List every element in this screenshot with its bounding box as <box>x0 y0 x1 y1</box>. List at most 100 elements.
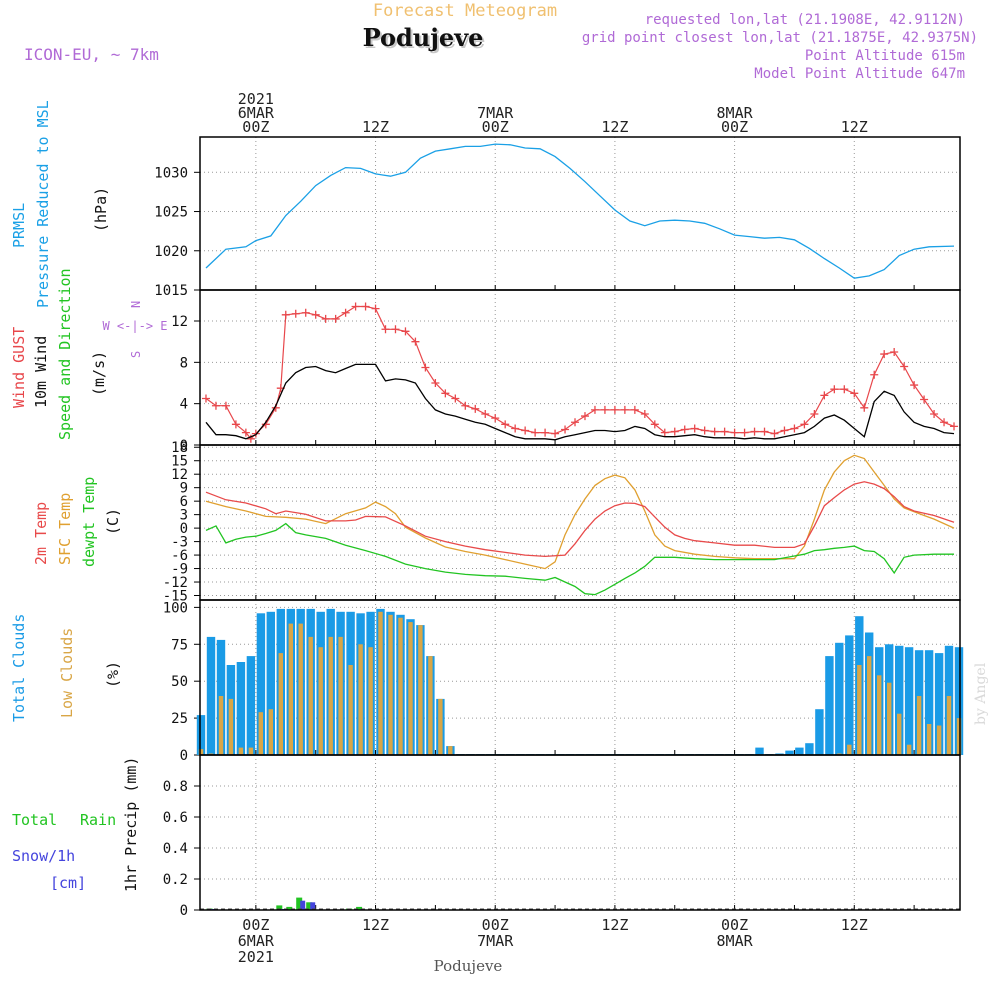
low-cloud-bar <box>936 725 942 755</box>
y-tick-label: 3 <box>180 508 188 524</box>
total-cloud-bar <box>795 747 804 755</box>
wind-gust-label: Wind GUST <box>10 327 28 408</box>
gust-marker <box>501 420 510 429</box>
gust-marker <box>541 428 550 437</box>
gust-marker <box>760 427 769 436</box>
gust-marker <box>730 428 739 437</box>
gust-marker <box>600 405 609 414</box>
low-cloud-bar <box>926 724 932 755</box>
top-time-label: 7MAR <box>477 104 514 122</box>
gust-marker <box>690 424 699 433</box>
y-tick-label: 1020 <box>154 244 188 260</box>
meteogram-subtitle: Forecast Meteogram <box>373 1 557 21</box>
total-cloud-bar <box>815 709 824 755</box>
pressure-line <box>205 143 955 279</box>
rain-bar <box>306 902 313 911</box>
wind-speed-line <box>205 363 955 441</box>
gust-marker <box>700 426 709 435</box>
low-cloud-bar <box>228 698 234 755</box>
y-tick-label: 0 <box>180 521 188 537</box>
gust-marker <box>630 405 639 414</box>
low-cloud-bar <box>906 744 912 755</box>
total-cloud-bar <box>266 611 275 755</box>
wind-panel: 0 4 8 12 <box>171 289 961 454</box>
gust-marker <box>431 379 440 387</box>
total-cloud-bar <box>785 750 794 755</box>
y-tick-label: 1015 <box>154 283 188 299</box>
gust-marker <box>670 427 679 436</box>
y-tick-label: 0 <box>180 438 188 454</box>
y-tick-label: 50 <box>171 674 188 690</box>
y-tick-label: 8 <box>180 355 188 371</box>
low-cloud-bar <box>198 749 204 755</box>
gust-marker <box>491 414 500 423</box>
total-cloud-bar <box>845 635 854 755</box>
gust-marker <box>660 428 669 437</box>
precip-panel: 0 0.2 0.4 0.6 0.8 <box>163 754 961 919</box>
gust-marker <box>331 314 340 323</box>
low-cloud-bar <box>916 696 922 755</box>
low-cloud-bar <box>388 614 393 755</box>
bottom-time-label: 00Z <box>242 916 269 934</box>
gust-marker <box>551 429 560 438</box>
gust-marker <box>391 325 400 334</box>
gust-marker <box>521 426 530 435</box>
low-cloud-bar <box>946 696 952 755</box>
gust-marker <box>401 327 410 336</box>
bottom-time-label: 2021 <box>238 948 274 966</box>
low-cloud-bar <box>956 718 962 755</box>
total-cloud-bar <box>206 636 216 755</box>
gust-marker <box>800 420 809 429</box>
gust-marker <box>790 424 799 433</box>
gust-marker <box>910 381 919 390</box>
gust-marker <box>441 389 450 398</box>
y-tick-label: 0.4 <box>163 841 188 857</box>
gust-marker <box>371 304 380 313</box>
temp-frame <box>199 444 961 601</box>
low-cloud-bar <box>897 713 902 755</box>
total-cloud-bar <box>755 747 764 755</box>
gust-marker <box>580 412 589 421</box>
low-cloud-bar <box>857 665 862 755</box>
y-tick-label: -3 <box>171 535 188 551</box>
gust-marker <box>880 350 889 359</box>
temp-2m-label: 2m Temp <box>32 502 50 565</box>
low-cloud-bar <box>268 709 273 755</box>
bottom-time-label: 12Z <box>601 916 628 934</box>
compass-west-east: W <-|-> E <box>102 319 167 333</box>
compass-legend: N W <-|-> E S <box>102 301 167 358</box>
y-tick-label: 0 <box>180 903 188 919</box>
gust-marker <box>341 308 350 317</box>
gust-marker <box>481 410 490 418</box>
gust-marker <box>241 428 250 437</box>
gust-marker <box>740 428 749 437</box>
gust-marker <box>610 405 619 414</box>
top-time-label: 12Z <box>362 118 389 136</box>
top-time-label: 12Z <box>841 118 868 136</box>
low-cloud-bar <box>368 647 373 755</box>
low-cloud-bar <box>398 617 403 755</box>
low-cloud-bar <box>418 625 423 755</box>
gust-marker <box>411 337 420 346</box>
gust-marker <box>381 325 390 334</box>
gust-marker <box>561 425 570 434</box>
pressure-panel: 1015 1020 1025 1030 <box>154 136 961 299</box>
y-tick-label: 75 <box>171 637 188 653</box>
low-cloud-bar <box>348 665 353 755</box>
y-tick-label: 15 <box>171 454 188 470</box>
y-tick-label: -6 <box>171 548 188 564</box>
gust-marker <box>820 391 829 400</box>
gust-marker <box>201 394 210 403</box>
top-time-label: 6MAR <box>238 104 275 122</box>
top-time-label: 00Z <box>482 118 509 136</box>
bottom-time-label: 00Z <box>721 916 748 934</box>
gust-marker <box>860 403 869 412</box>
pressure-frame <box>199 136 961 291</box>
plot-area: 101510201025103004812-15-12-9-6-30369121… <box>154 136 964 919</box>
snow-bar <box>300 900 306 910</box>
clouds-panel: 0 25 50 75 100 <box>163 599 964 764</box>
temp-dewpt-label: dewpt Temp <box>80 477 98 567</box>
gust-marker <box>620 405 629 414</box>
gust-marker <box>810 410 819 418</box>
